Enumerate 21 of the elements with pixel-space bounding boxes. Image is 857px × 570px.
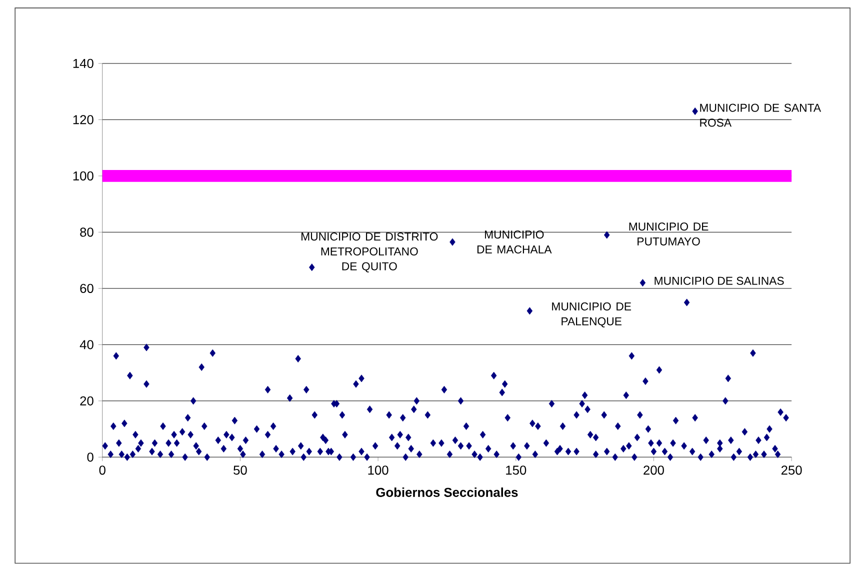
y-tick-label: 100: [73, 171, 94, 180]
x-tick-label: 250: [781, 466, 802, 475]
annotation: MUNICIPIO DE PUTUMAYO: [629, 222, 708, 246]
y-tick-label: 80: [80, 228, 94, 237]
annotation: MUNICIPIO DE PALENQUE: [552, 302, 632, 328]
annotation: MUNICIPIO DE MACHALA: [477, 230, 552, 254]
y-tick-label: 40: [80, 340, 94, 350]
y-tick-label: 0: [87, 452, 94, 462]
y-tick-label: 140: [73, 58, 94, 68]
y-tick-label: 20: [80, 396, 94, 406]
x-tick-label: 0: [99, 466, 106, 475]
y-tick-label: 60: [80, 284, 94, 293]
x-tick-label: 200: [644, 466, 664, 475]
annotation: MUNICIPIO DE SANTA ROSA: [700, 104, 822, 127]
x-tick-label: 50: [234, 466, 247, 475]
y-tick-label: 120: [73, 115, 94, 124]
annotation: MUNICIPIO DE DISTRITO METROPOLITANO DE QUITO: [302, 232, 438, 272]
x-axis-title: Gobiernos Seccionales: [376, 487, 518, 497]
x-tick-label: 100: [368, 466, 388, 475]
annotation: MUNICIPIO DE SALINAS: [654, 276, 784, 285]
x-tick-label: 150: [506, 466, 526, 475]
